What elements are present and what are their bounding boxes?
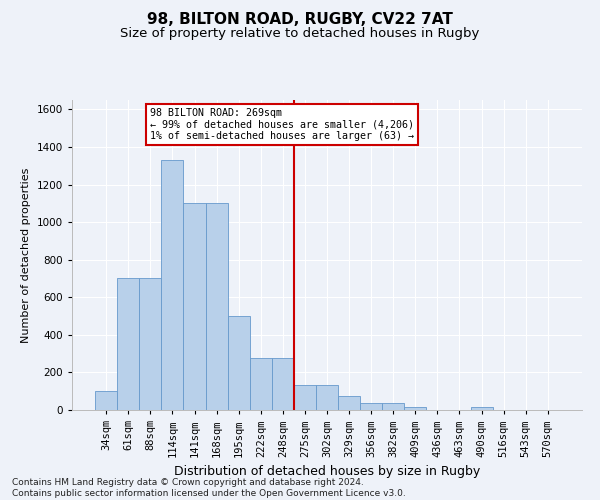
Text: Contains HM Land Registry data © Crown copyright and database right 2024.
Contai: Contains HM Land Registry data © Crown c… [12,478,406,498]
Bar [95,391,117,410]
Bar [338,396,360,410]
Text: 98 BILTON ROAD: 269sqm
← 99% of detached houses are smaller (4,206)
1% of semi-d: 98 BILTON ROAD: 269sqm ← 99% of detached… [151,108,415,140]
X-axis label: Distribution of detached houses by size in Rugby: Distribution of detached houses by size … [174,465,480,478]
Bar [139,278,161,410]
Bar [206,204,227,410]
Bar [227,316,250,410]
Bar [470,407,493,410]
Bar [117,278,139,410]
Bar [316,384,338,410]
Bar [184,204,206,410]
Bar [250,358,272,410]
Bar [272,358,294,410]
Bar [382,404,404,410]
Text: Size of property relative to detached houses in Rugby: Size of property relative to detached ho… [121,28,479,40]
Bar [161,160,184,410]
Bar [360,404,382,410]
Text: 98, BILTON ROAD, RUGBY, CV22 7AT: 98, BILTON ROAD, RUGBY, CV22 7AT [147,12,453,28]
Y-axis label: Number of detached properties: Number of detached properties [21,168,31,342]
Bar [294,384,316,410]
Bar [404,407,427,410]
